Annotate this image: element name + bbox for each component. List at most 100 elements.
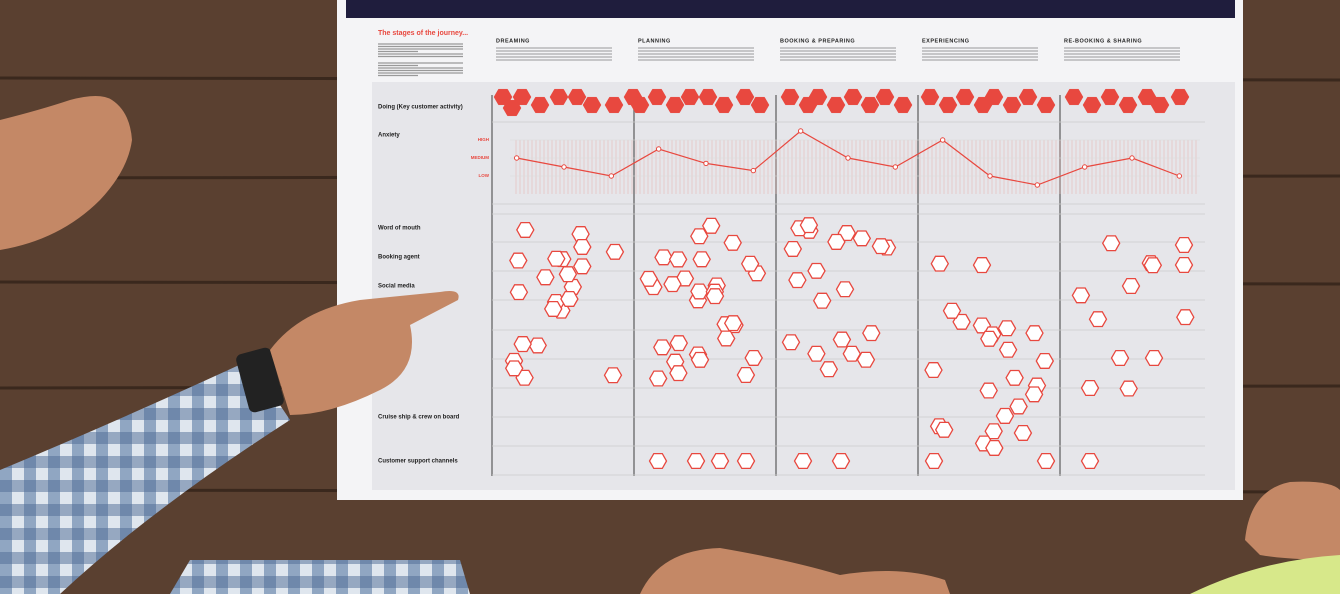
activity-hex bbox=[826, 96, 846, 114]
stage-title: DREAMING bbox=[496, 38, 530, 44]
touchpoint-hex bbox=[871, 238, 891, 255]
touchpoint-hex bbox=[835, 281, 855, 298]
touchpoint-hex bbox=[1071, 287, 1091, 304]
touchpoint-hex bbox=[705, 288, 725, 305]
activity-hex bbox=[1036, 96, 1056, 114]
touchpoint-hex bbox=[736, 452, 756, 470]
activity-hex bbox=[938, 96, 958, 114]
touchpoint-hex bbox=[1005, 369, 1024, 386]
touchpoint-hex bbox=[509, 252, 528, 269]
anxiety-point bbox=[1129, 155, 1135, 161]
hand bbox=[1245, 481, 1340, 560]
touchpoint-hex bbox=[692, 251, 711, 268]
activity-hex bbox=[984, 88, 1004, 106]
stage-title: PLANNING bbox=[638, 38, 671, 44]
touchpoint-hex bbox=[543, 300, 563, 317]
touchpoint-hex bbox=[942, 302, 962, 319]
poster-title: The stages of the journey... bbox=[378, 30, 468, 37]
touchpoint-hex bbox=[852, 230, 872, 247]
anxiety-point bbox=[561, 164, 567, 170]
activity-hex bbox=[1002, 96, 1022, 114]
touchpoint-hex bbox=[997, 320, 1017, 337]
touchpoint-hex bbox=[648, 452, 668, 470]
anxiety-point bbox=[608, 173, 615, 179]
touchpoint-hex bbox=[690, 228, 709, 245]
row-label: Customer support channels bbox=[378, 459, 458, 465]
watch bbox=[236, 347, 284, 413]
touchpoint-hex bbox=[1143, 257, 1163, 274]
touchpoint-hex bbox=[788, 272, 807, 289]
touchpoint-hex bbox=[513, 336, 532, 353]
touchpoint-hex bbox=[1013, 424, 1033, 441]
touchpoint-hex bbox=[648, 370, 668, 387]
touchpoint-hex bbox=[690, 351, 710, 368]
activity-hex bbox=[502, 99, 522, 117]
y-tick-label: MEDIUM bbox=[471, 155, 489, 160]
touchpoint-hex bbox=[560, 290, 579, 307]
activity-hex bbox=[750, 96, 770, 114]
touchpoint-hex bbox=[934, 421, 954, 438]
touchpoint-hex bbox=[862, 325, 881, 342]
activity-hex bbox=[1150, 96, 1170, 114]
touchpoint-hex bbox=[716, 330, 736, 347]
touchpoint-hex bbox=[924, 362, 943, 379]
touchpoint-hex bbox=[686, 452, 706, 470]
touchpoint-hex bbox=[998, 341, 1018, 358]
activity-hex bbox=[860, 96, 880, 114]
touchpoint-hex bbox=[819, 361, 839, 378]
anxiety-point bbox=[1176, 173, 1183, 179]
activity-hex bbox=[1118, 96, 1138, 114]
anxiety-point bbox=[750, 167, 757, 174]
sleeve bbox=[1190, 555, 1340, 594]
touchpoint-hex bbox=[563, 278, 583, 295]
touchpoint-hex bbox=[985, 439, 1004, 456]
touchpoint-hex bbox=[723, 234, 742, 251]
touchpoint-hex bbox=[605, 243, 625, 260]
touchpoint-hex bbox=[536, 269, 555, 286]
touchpoint-hex bbox=[573, 238, 592, 255]
row-label: Anxiety bbox=[378, 133, 400, 139]
anxiety-point bbox=[655, 146, 662, 152]
activity-hex bbox=[567, 88, 587, 106]
touchpoint-hex bbox=[573, 258, 592, 275]
touchpoint-hex bbox=[781, 334, 801, 351]
touchpoint-hex bbox=[831, 452, 851, 470]
stage-title: EXPERIENCING bbox=[922, 38, 970, 44]
activity-hex bbox=[875, 88, 895, 106]
touchpoint-hex bbox=[654, 249, 673, 266]
touchpoint-hex bbox=[701, 217, 721, 234]
row-label: Cruise ship & crew on board bbox=[378, 415, 460, 421]
poster-header-bar bbox=[346, 0, 1235, 18]
touchpoint-hex bbox=[1035, 352, 1055, 369]
hand bbox=[0, 96, 132, 250]
touchpoint-hex bbox=[504, 360, 524, 377]
touchpoint-hex bbox=[547, 250, 566, 267]
touchpoint-hex bbox=[1144, 349, 1164, 367]
pointing-hand bbox=[270, 291, 459, 415]
touchpoint-hex bbox=[1121, 277, 1141, 295]
activity-hex bbox=[893, 96, 913, 114]
touchpoint-hex bbox=[1009, 398, 1028, 415]
touchpoint-hex bbox=[663, 276, 682, 293]
y-tick-label: LOW bbox=[479, 173, 490, 178]
touchpoint-hex bbox=[972, 257, 992, 274]
touchpoint-hex bbox=[1025, 325, 1044, 342]
touchpoint-hex bbox=[984, 423, 1003, 440]
touchpoint-hex bbox=[528, 337, 547, 354]
activity-hex bbox=[1018, 88, 1038, 106]
map-area bbox=[372, 82, 1235, 490]
touchpoint-hex bbox=[1119, 380, 1138, 397]
touchpoint-hex bbox=[783, 240, 803, 257]
touchpoint-hex bbox=[812, 292, 832, 309]
anxiety-point bbox=[703, 160, 709, 167]
activity-hex bbox=[530, 96, 550, 114]
touchpoint-hex bbox=[930, 255, 950, 272]
activity-hex bbox=[808, 88, 828, 106]
anxiety-point bbox=[939, 137, 946, 143]
touchpoint-hex bbox=[799, 217, 819, 234]
touchpoint-hex bbox=[509, 284, 529, 301]
touchpoint-hex bbox=[1080, 452, 1100, 470]
intro-text-lines bbox=[378, 43, 463, 77]
anxiety-point bbox=[987, 173, 993, 179]
